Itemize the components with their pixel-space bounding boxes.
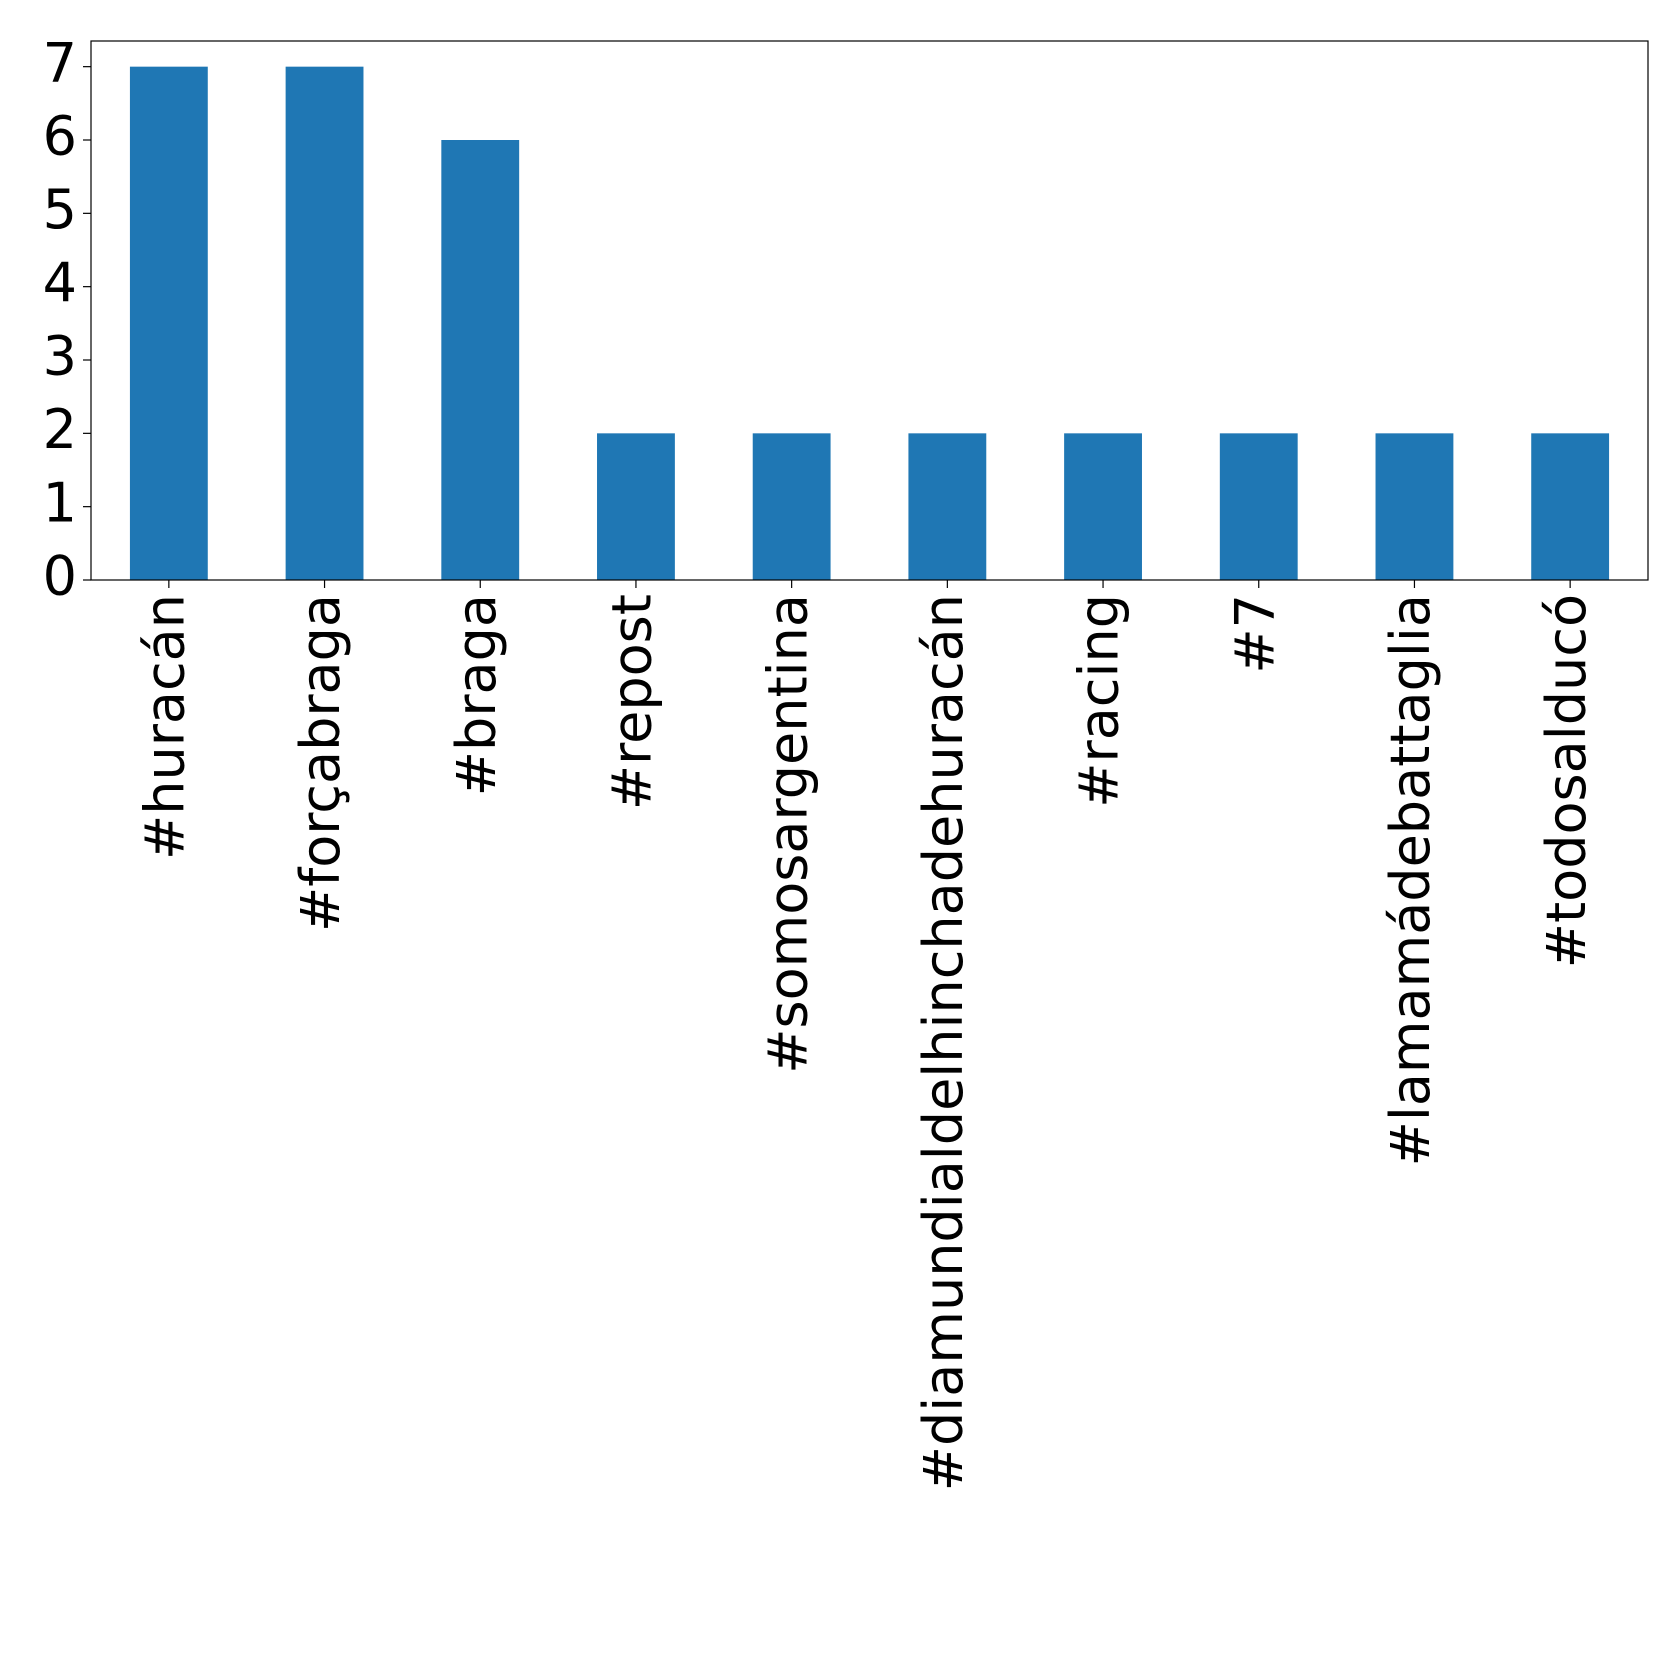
bar — [285, 66, 364, 580]
plot-frame — [90, 40, 1649, 581]
y-tick-label: 6 — [43, 105, 77, 168]
x-tick-label: #repost — [601, 594, 664, 810]
x-tick-label: #racing — [1068, 594, 1131, 808]
bar — [1375, 433, 1454, 580]
bar — [597, 433, 675, 580]
x-tick-label: #7 — [1223, 594, 1286, 674]
bar — [441, 140, 520, 580]
bar — [129, 66, 208, 580]
y-tick-label: 1 — [43, 471, 77, 534]
y-tick-label: 7 — [43, 31, 77, 94]
x-tick-label: #forçabraga — [289, 594, 352, 932]
y-tick-label: 0 — [43, 545, 77, 608]
y-tick-label: 5 — [43, 178, 77, 241]
x-tick-label: #diamundialdelhinchadehuracán — [912, 594, 975, 1491]
bar — [1064, 433, 1142, 580]
x-tick-label: #huracán — [133, 594, 196, 860]
x-tick-label: #braga — [445, 594, 508, 796]
x-tick-label: #somosargentina — [756, 594, 819, 1074]
bar — [908, 433, 987, 580]
bar — [1531, 433, 1610, 580]
bar — [752, 433, 831, 580]
x-tick-label: #todosalducó — [1535, 594, 1598, 968]
bar — [1219, 433, 1298, 580]
y-tick-label: 3 — [43, 325, 77, 388]
x-tick-label: #lamamádebattaglia — [1379, 594, 1442, 1166]
y-tick-label: 4 — [43, 251, 77, 314]
y-tick-label: 2 — [43, 398, 77, 461]
